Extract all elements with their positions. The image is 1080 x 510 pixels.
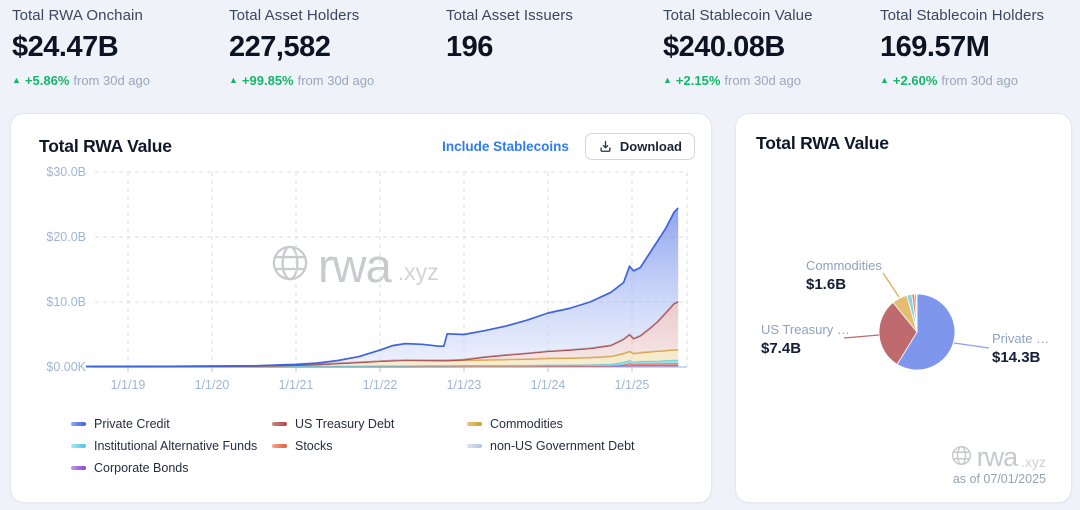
pie-leader-line [882,272,900,298]
pie-label-commodities: Commodities $1.6B [806,258,882,293]
stat-label: Total Asset Holders [229,7,360,24]
total-rwa-value-pie-card: Total RWA Value Commodities $1.6B US Tre… [735,113,1072,503]
legend-item-non-us-government-debt[interactable]: non-US Government Debt [467,439,635,453]
legend-label: Stocks [295,439,333,453]
svg-text:$20.0B: $20.0B [46,230,86,244]
download-button[interactable]: Download [584,133,695,160]
legend-label: Corporate Bonds [94,461,189,475]
stat-value: 196 [446,31,493,63]
up-triangle-icon: ▲ [880,75,889,85]
legend-item-commodities[interactable]: Commodities [467,417,635,431]
stat-label: Total RWA Onchain [12,7,143,24]
svg-text:1/1/23: 1/1/23 [447,378,482,392]
stats-bar: Total RWA Onchain $24.47B ▲ +5.86% from 30d … [12,7,1080,88]
pie-card-title: Total RWA Value [756,133,889,153]
legend-item-us-treasury-debt[interactable]: US Treasury Debt [272,417,467,431]
stat-delta: ▲ +2.60% from 30d ago [880,73,1018,88]
svg-text:1/1/24: 1/1/24 [531,378,566,392]
legend-swatch [467,422,482,426]
pie-leader-line [953,342,990,349]
rwa-logo-watermark-small: rwa .xyz [950,442,1046,473]
pie-label-private-credit: Private … $14.3B [992,331,1050,366]
stat-label: Total Stablecoin Value [663,7,813,24]
legend-swatch [272,422,287,426]
include-stablecoins-link[interactable]: Include Stablecoins [442,139,569,154]
area-series-commodities [86,349,679,367]
stat-value: 227,582 [229,31,331,63]
legend-label: Institutional Alternative Funds [94,439,258,453]
pie-slice-private-credit [896,293,956,371]
stat-value: 169.57M [880,31,990,63]
legend-item-private-credit[interactable]: Private Credit [71,417,272,431]
rwa-value-area-chart[interactable]: $0.00K $10.0B $20.0B $30.0B 1/1/19 1/1/20 1/1/… [15,160,707,416]
up-triangle-icon: ▲ [229,75,238,85]
stat-total-asset-holders: Total Asset Holders 227,582 ▲ +99.85% from 3… [229,7,446,88]
legend-label: US Treasury Debt [295,417,395,431]
pie-label-us-treasury: US Treasury … $7.4B [761,322,850,357]
total-rwa-value-chart-card: Total RWA Value Include Stablecoins Down… [10,113,712,503]
stat-total-stablecoin-holders: Total Stablecoin Holders 169.57M ▲ +2.60% fr… [880,7,1080,88]
stat-value: $240.08B [663,31,785,63]
svg-text:$0.00K: $0.00K [46,360,86,374]
legend-swatch [71,422,86,426]
stat-delta: ▲ +99.85% from 30d ago [229,73,375,88]
legend-item-institutional-alternative-funds[interactable]: Institutional Alternative Funds [71,439,272,453]
up-triangle-icon: ▲ [12,75,21,85]
download-button-label: Download [619,139,682,154]
legend-swatch [467,444,482,448]
legend-swatch [71,466,86,470]
legend-label: non-US Government Debt [490,439,635,453]
area-series-private-credit [86,207,679,367]
stat-delta: ▲ +5.86% from 30d ago [12,73,150,88]
stat-label: Total Asset Issuers [446,7,573,24]
pie-leader-line [843,334,880,339]
svg-text:$30.0B: $30.0B [46,165,86,179]
stat-total-asset-issuers: Total Asset Issuers 196 [446,7,663,88]
stat-label: Total Stablecoin Holders [880,7,1045,24]
globe-icon [269,242,311,289]
legend-item-stocks[interactable]: Stocks [272,439,467,453]
globe-icon [950,444,973,472]
legend-swatch [71,444,86,448]
chart-legend: Private Credit US Treasury Debt Commoditie… [71,417,635,475]
svg-text:1/1/25: 1/1/25 [615,378,650,392]
download-icon [598,139,613,154]
svg-text:1/1/19: 1/1/19 [111,378,146,392]
svg-text:1/1/21: 1/1/21 [279,378,314,392]
svg-text:$10.0B: $10.0B [46,295,86,309]
pie-slice-non-us-government-debt [915,293,918,333]
legend-label: Private Credit [94,417,170,431]
legend-swatch [272,444,287,448]
legend-label: Commodities [490,417,563,431]
up-triangle-icon: ▲ [663,75,672,85]
svg-text:1/1/22: 1/1/22 [363,378,398,392]
rwa-value-pie-chart[interactable] [736,114,1071,502]
as-of-date: as of 07/01/2025 [952,472,1046,486]
stat-value: $24.47B [12,31,119,63]
stat-total-stablecoin-value: Total Stablecoin Value $240.08B ▲ +2.15% fro… [663,7,880,88]
chart-card-header: Total RWA Value Include Stablecoins Down… [11,114,711,160]
stat-delta: ▲ +2.15% from 30d ago [663,73,801,88]
rwa-logo-watermark: rwa .xyz [269,238,439,293]
legend-item-corporate-bonds[interactable]: Corporate Bonds [71,461,272,475]
svg-text:1/1/20: 1/1/20 [195,378,230,392]
pie-slice-us-treasury-debt [878,301,918,365]
chart-card-title: Total RWA Value [39,136,172,156]
stat-total-rwa-onchain: Total RWA Onchain $24.47B ▲ +5.86% from 30d … [12,7,229,88]
